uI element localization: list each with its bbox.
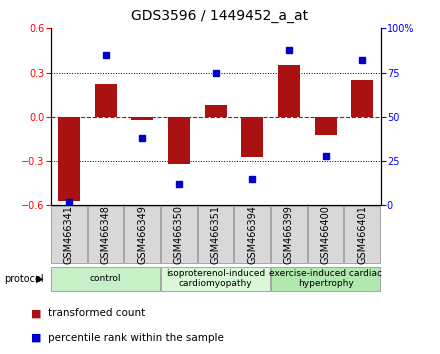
Text: percentile rank within the sample: percentile rank within the sample [48, 333, 224, 343]
Text: GDS3596 / 1449452_a_at: GDS3596 / 1449452_a_at [132, 9, 308, 23]
Bar [95, 84, 117, 117]
Bar [131, 117, 153, 120]
FancyBboxPatch shape [88, 206, 123, 263]
Text: GSM466351: GSM466351 [211, 205, 220, 264]
Text: ▶: ▶ [36, 274, 44, 284]
Text: GSM466349: GSM466349 [137, 205, 147, 264]
FancyBboxPatch shape [308, 206, 343, 263]
FancyBboxPatch shape [271, 267, 380, 291]
Bar [351, 80, 373, 117]
Bar [58, 117, 80, 201]
FancyBboxPatch shape [234, 206, 270, 263]
Bar [168, 117, 190, 164]
Text: GSM466341: GSM466341 [64, 205, 74, 264]
Text: GSM466348: GSM466348 [101, 205, 110, 264]
Text: GSM466401: GSM466401 [357, 205, 367, 264]
Text: protocol: protocol [4, 274, 44, 284]
Text: transformed count: transformed count [48, 308, 146, 318]
FancyBboxPatch shape [344, 206, 380, 263]
Bar [241, 117, 263, 156]
FancyBboxPatch shape [161, 206, 197, 263]
Bar [205, 105, 227, 117]
FancyBboxPatch shape [51, 206, 87, 263]
Text: GSM466394: GSM466394 [247, 205, 257, 264]
Text: GSM466399: GSM466399 [284, 205, 294, 264]
Text: GSM466400: GSM466400 [321, 205, 330, 264]
Bar [278, 65, 300, 117]
FancyBboxPatch shape [198, 206, 233, 263]
Text: isoproterenol-induced
cardiomyopathy: isoproterenol-induced cardiomyopathy [166, 269, 265, 289]
Text: ■: ■ [31, 333, 41, 343]
Text: ■: ■ [31, 308, 41, 318]
FancyBboxPatch shape [161, 267, 270, 291]
Text: GSM466350: GSM466350 [174, 205, 184, 264]
Text: exercise-induced cardiac
hypertrophy: exercise-induced cardiac hypertrophy [269, 269, 382, 289]
FancyBboxPatch shape [51, 267, 160, 291]
Text: control: control [90, 274, 121, 283]
FancyBboxPatch shape [124, 206, 160, 263]
Bar [315, 117, 337, 135]
FancyBboxPatch shape [271, 206, 307, 263]
